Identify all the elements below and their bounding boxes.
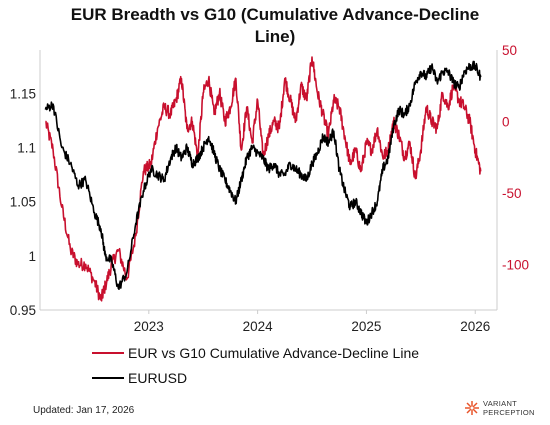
left-y-tick-label: 1.05 (10, 195, 36, 210)
brand-name-line-1: VARIANT (483, 399, 517, 408)
right-y-tick-label: 50 (502, 43, 517, 58)
updated-date: Updated: Jan 17, 2026 (33, 405, 135, 416)
x-tick-label: 2026 (460, 319, 490, 334)
left-y-tick-label: 1 (28, 249, 36, 264)
x-tick-label: 2024 (243, 319, 274, 334)
x-tick-label: 2023 (134, 319, 164, 334)
plot-frame (39, 50, 498, 311)
legend-label-adv-decline: EUR vs G10 Cumulative Advance-Decline Li… (128, 345, 419, 361)
legend-label-eurusd: EURUSD (128, 370, 187, 386)
right-y-tick-label: -50 (502, 186, 522, 201)
legend: EUR vs G10 Cumulative Advance-Decline Li… (92, 345, 419, 386)
x-axis-ticks: 2023 2024 2025 2026 (134, 310, 490, 334)
series-line-adv-decline (45, 56, 482, 302)
left-y-tick-label: 1.1 (17, 141, 36, 156)
left-y-axis-ticks: 0.95 1 1.05 1.1 1.15 (10, 86, 36, 318)
brand-name-line-2: PERCEPTION (483, 408, 535, 417)
chart-title-line-2: Line) (255, 27, 296, 46)
left-y-tick-label: 1.15 (10, 86, 36, 101)
chart-title-line-1: EUR Breadth vs G10 (Cumulative Advance-D… (71, 5, 479, 24)
left-y-tick-label: 0.95 (10, 303, 36, 318)
x-tick-label: 2025 (351, 319, 381, 334)
brand-logo: VARIANT PERCEPTION (465, 399, 535, 417)
right-y-axis-ticks: 50 0 -50 -100 (502, 43, 529, 272)
right-y-tick-label: -100 (502, 257, 529, 272)
starburst-icon (465, 401, 479, 415)
series-line-eurusd (44, 60, 482, 290)
right-y-tick-label: 0 (502, 114, 510, 129)
